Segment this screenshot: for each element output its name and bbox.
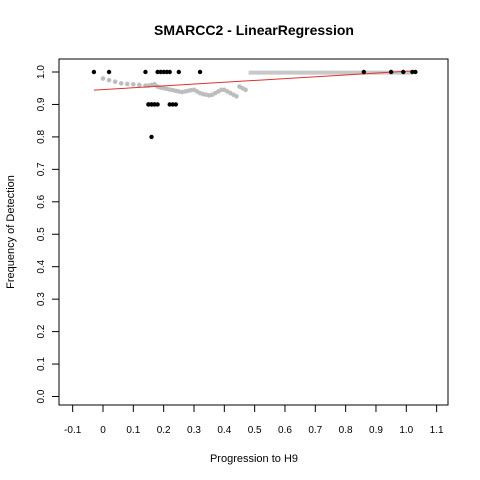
smoothed-point [100,76,106,81]
observed-point [167,69,172,75]
smoothed-point [106,77,112,83]
y-tick-label: 0.2 [36,324,47,338]
y-tick-label: 0.7 [36,162,47,176]
x-tick-label: -0.1 [64,425,82,436]
observed-point [106,69,112,75]
smoothed-point [137,82,142,88]
observed-point [176,69,182,75]
x-tick-label: 0.1 [126,425,140,436]
x-tick-label: 0.8 [339,425,353,436]
observed-point [413,69,418,75]
observed-point [149,102,154,107]
regression-line [93,70,416,91]
y-tick-label: 0.0 [36,389,47,403]
y-tick-label: 0.9 [36,97,47,111]
smoothed-point [124,81,130,87]
y-tick-label: 0.8 [36,130,47,144]
observed-point [91,69,97,75]
observed-point [155,102,160,107]
x-tick-label: 0.4 [217,425,231,436]
smoothed-point [131,82,136,87]
observed-point [161,69,166,75]
observed-point [149,134,154,140]
observed-point [170,102,175,107]
y-tick-label: 0.3 [36,292,47,306]
smoothed-point [112,79,118,85]
observed-point [388,69,394,75]
x-tick-label: 1.0 [399,425,413,436]
smoothed-point [234,94,239,99]
x-axis-label: Progression to H9 [210,453,298,465]
observed-point [410,69,415,75]
observed-point [401,69,406,75]
x-tick-label: 0.3 [187,425,201,436]
y-tick-label: 0.4 [36,259,47,273]
observed-point [173,102,178,107]
x-tick-label: 0.5 [248,425,262,436]
y-tick-label: 0.5 [36,227,47,241]
y-tick-label: 0.6 [36,194,47,208]
x-tick-label: 0 [100,425,106,436]
plot-frame [58,58,449,406]
observed-points-series [91,69,418,140]
observed-point [152,102,157,107]
x-tick-label: 1.1 [430,425,444,436]
x-axis-ticks: -0.1 0 0.1 0.2 0.3 0.4 0.5 0.6 0.7 0.8 0.9 1.0 1.1 [64,405,444,436]
observed-point [164,69,169,75]
observed-point [167,102,172,107]
smoothed-series [100,76,248,99]
smoothed-point [118,81,124,86]
y-axis-label: Frequency of Detection [5,175,17,289]
x-tick-label: 0.2 [157,425,171,436]
x-tick-label: 0.6 [278,425,292,436]
smoothed-point [243,87,248,93]
y-tick-label: 0.1 [36,357,47,371]
observed-point [143,69,148,75]
chart-title: SMARCC2 - LinearRegression [154,22,354,38]
observed-point [155,69,160,75]
y-tick-label: 1.0 [36,65,47,79]
y-axis-ticks: 0.0 0.1 0.2 0.3 0.4 0.5 0.6 0.7 0.8 0.9 1.0 [36,65,59,403]
observed-point [197,69,203,75]
regression-series [93,70,416,91]
x-tick-label: 0.9 [369,425,383,436]
observed-point [361,69,367,75]
x-tick-label: 0.7 [308,425,322,436]
observed-point [146,102,151,107]
observed-point [158,69,163,75]
